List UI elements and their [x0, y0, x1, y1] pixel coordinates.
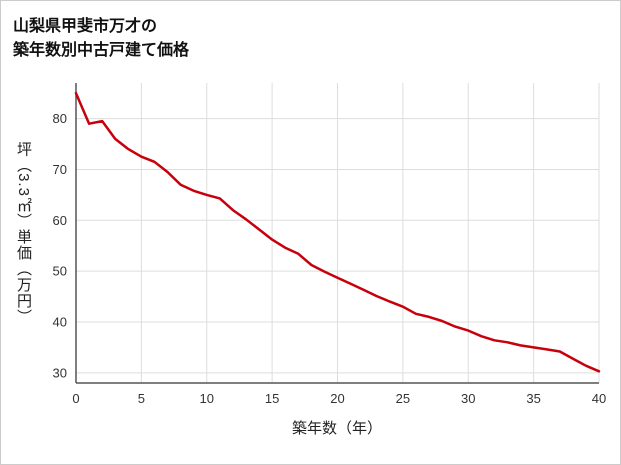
x-tick-label: 25 [396, 391, 410, 406]
chart-title: 山梨県甲斐市万才の 築年数別中古戸建て価格 [1, 1, 620, 63]
y-tick-label: 60 [53, 213, 67, 228]
y-tick-label: 70 [53, 162, 67, 177]
y-tick-label: 50 [53, 264, 67, 279]
x-tick-label: 15 [265, 391, 279, 406]
x-tick-label: 40 [592, 391, 606, 406]
x-tick-label: 10 [200, 391, 214, 406]
y-tick-label: 30 [53, 365, 67, 380]
x-tick-label: 20 [330, 391, 344, 406]
x-axis-label: 築年数（年） [291, 420, 383, 437]
x-tick-label: 35 [526, 391, 540, 406]
chart-canvas: 30 40 50 60 70 80 0 5 10 15 20 25 30 35 40 [53, 83, 606, 406]
price-line [74, 91, 601, 373]
chart-title-line1: 山梨県甲斐市万才の [13, 18, 158, 35]
chart-title-line2: 築年数別中古戸建て価格 [13, 42, 190, 59]
x-tick-label: 30 [461, 391, 475, 406]
x-tick-label: 0 [72, 391, 79, 406]
y-tick-label: 40 [53, 314, 67, 329]
y-tick-label: 80 [53, 111, 67, 126]
y-axis-label: 坪（3.3㎡）単価（万円） [15, 141, 32, 325]
line-chart: 30 40 50 60 70 80 0 5 10 15 20 25 30 35 40 坪（3.3㎡）単価（万… [1, 69, 620, 456]
x-tick-label: 5 [138, 391, 145, 406]
